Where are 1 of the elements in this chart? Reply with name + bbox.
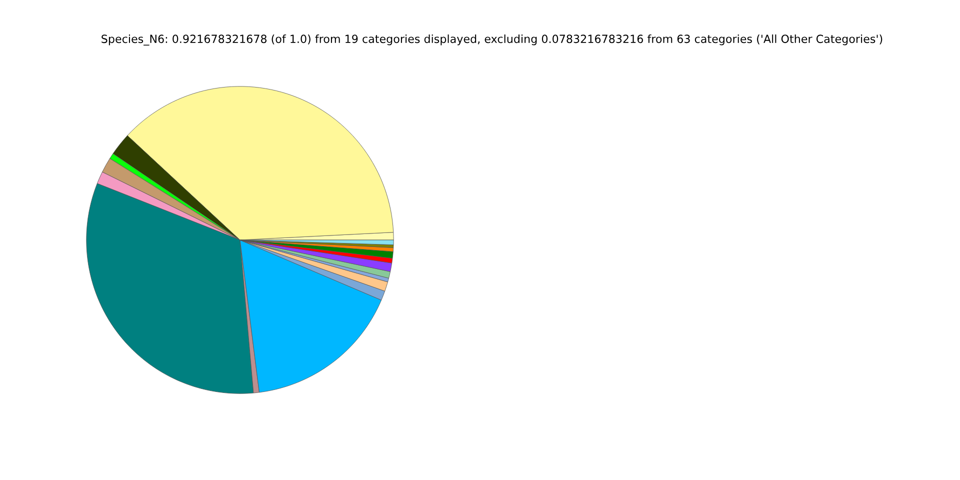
text: Species_N6: 0.921678321678 (of 1.0) from 19 categories displayed, excluding 0.0783216783216 from 63 categories ('All Other Categories') [102,34,882,46]
